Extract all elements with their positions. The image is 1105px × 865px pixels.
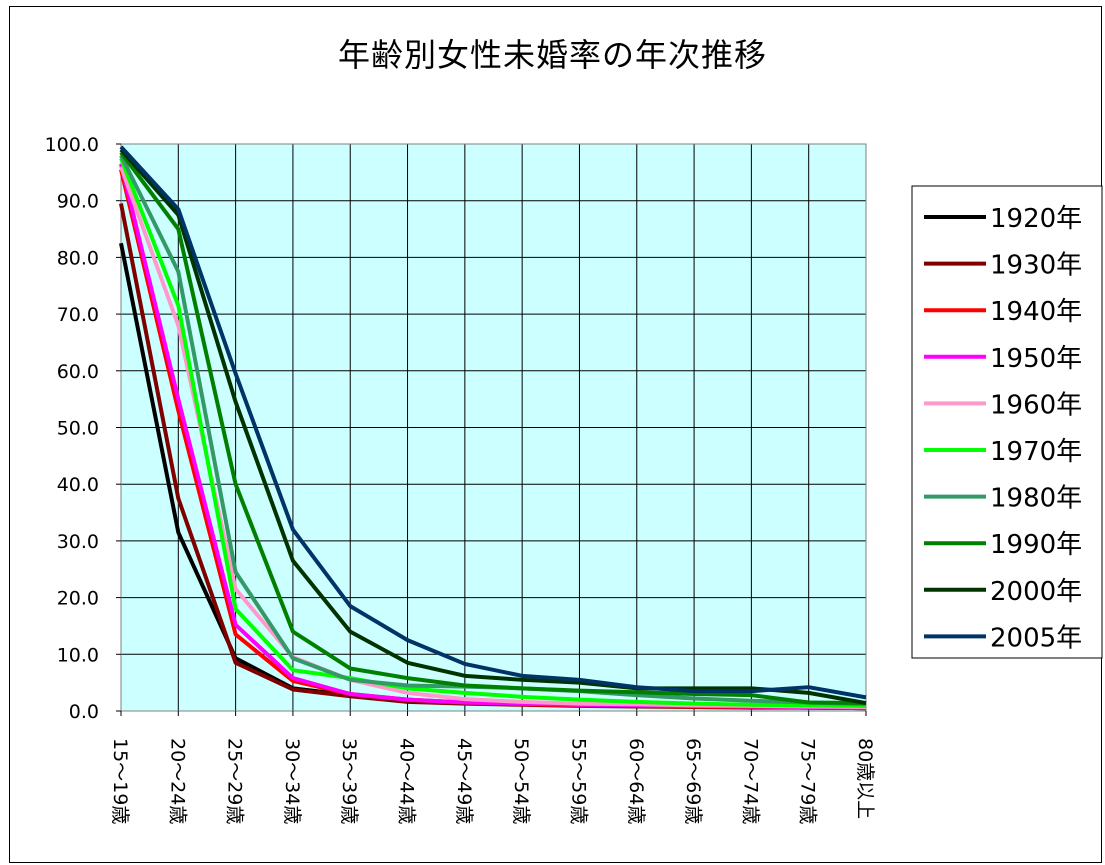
x-axis: 15～19歳 20～24歳 25～29歳 30～34歳 35～39歳 40～44歳 45～4… [109,711,876,824]
x-tick-label: 45～49歳 [453,738,475,824]
legend-label: 1920年 [990,204,1082,234]
x-tick-label: 70～74歳 [739,738,761,824]
y-tick-label: 10.0 [57,644,99,666]
series-lines [119,145,867,711]
series-line-2005年 [119,145,867,700]
legend: 1920年 1930年 1940年 1950年 1960年 1970年 1980年 1990年… [911,185,1103,659]
x-tick-label: 35～39歳 [338,738,360,824]
x-tick-label: 50～54歳 [510,738,532,824]
series-line-2000年 [119,148,867,706]
y-tick-label: 0.0 [69,701,99,723]
legend-label: 1990年 [990,530,1082,560]
x-tick-label: 65～69歳 [682,738,704,824]
y-tick-label: 100.0 [45,134,99,156]
series-line-1990年 [119,151,867,706]
legend-label: 1960年 [990,390,1082,420]
legend-label: 1950年 [990,344,1082,374]
legend-label: 1970年 [990,437,1082,467]
y-tick-label: 80.0 [57,247,99,269]
x-tick-label: 30～34歳 [281,738,303,824]
x-tick-label: 15～19歳 [109,738,131,824]
y-tick-label: 70.0 [57,304,99,326]
legend-label: 1940年 [990,297,1082,327]
x-tick-label: 40～44歳 [396,738,418,824]
x-tick-label: 25～29歳 [224,738,246,824]
y-axis: 0.0 10.0 20.0 30.0 40.0 50.0 60.0 70.0 80.0 90.0 1… [45,134,121,723]
y-tick-label: 20.0 [57,588,99,610]
x-tick-label: 20～24歳 [166,738,188,824]
x-tick-label: 80歳以上 [854,738,876,819]
y-tick-label: 60.0 [57,361,99,383]
legend-label: 1980年 [990,484,1082,514]
chart-title: 年齢別女性未婚率の年次推移 [337,36,767,74]
y-tick-label: 30.0 [57,531,99,553]
legend-label: 2005年 [990,623,1082,653]
legend-label: 2000年 [990,577,1082,607]
x-tick-label: 60～64歳 [625,738,647,824]
x-tick-label: 75～79歳 [797,738,819,824]
x-tick-label: 55～59歳 [567,738,589,824]
y-tick-label: 50.0 [57,418,99,440]
y-tick-label: 90.0 [57,191,99,213]
y-tick-label: 40.0 [57,474,99,496]
legend-label: 1930年 [990,251,1082,281]
series-line-1970年 [119,157,867,708]
